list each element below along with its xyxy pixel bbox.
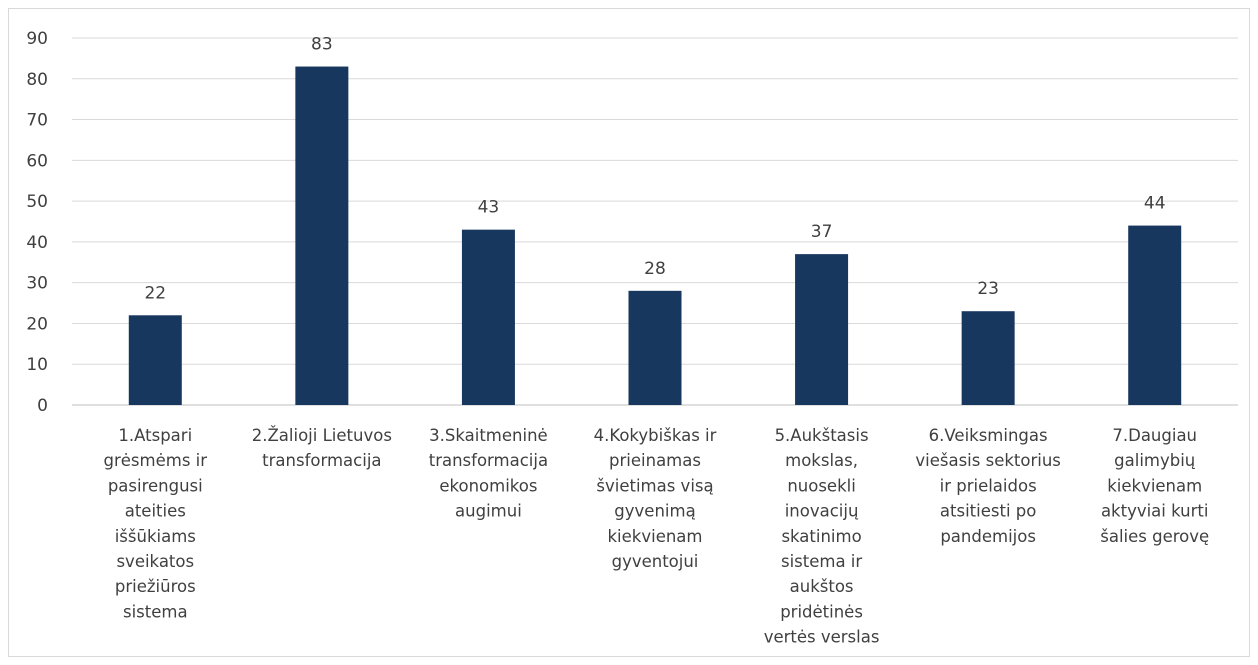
x-tick-label: 1.Atspari grėsmėms ir pasirengusi ateities i… bbox=[104, 426, 208, 621]
x-tick-label: 5.Aukštasis mokslas, nuosekli inovacijų skat… bbox=[764, 426, 880, 647]
x-tick-label: 6.Veiksmingas viešasis sektorius ir priela… bbox=[915, 426, 1061, 546]
y-tick-label: 60 bbox=[26, 151, 48, 171]
data-label: 37 bbox=[811, 222, 833, 242]
y-tick-label: 20 bbox=[26, 314, 48, 334]
bar bbox=[1128, 225, 1182, 405]
bar bbox=[461, 229, 515, 405]
x-tick-label: 4.Kokybiškas ir prieinamas švietimas visą g… bbox=[594, 426, 717, 571]
data-label: 22 bbox=[144, 283, 166, 303]
y-tick-label: 40 bbox=[26, 233, 48, 253]
y-tick-label: 90 bbox=[26, 29, 48, 49]
bar bbox=[961, 311, 1015, 405]
y-tick-label: 70 bbox=[26, 111, 48, 131]
data-label: 83 bbox=[311, 35, 333, 55]
y-tick-label: 0 bbox=[37, 396, 48, 416]
bar bbox=[795, 254, 849, 405]
y-tick-label: 80 bbox=[26, 70, 48, 90]
y-tick-label: 10 bbox=[26, 355, 48, 375]
bar bbox=[128, 315, 182, 405]
bar bbox=[628, 290, 682, 405]
data-label: 23 bbox=[977, 279, 999, 299]
bar bbox=[295, 66, 349, 406]
data-label: 44 bbox=[1144, 194, 1166, 214]
x-tick-label: 2.Žalioji Lietuvos transformacija bbox=[252, 426, 392, 470]
x-tick-label: 3.Skaitmeninė transformacija ekonomikos aug… bbox=[429, 426, 548, 521]
y-tick-label: 50 bbox=[26, 192, 48, 212]
x-tick-label: 7.Daugiau galimybių kiekvienam aktyviai kur… bbox=[1100, 426, 1209, 546]
y-tick-label: 30 bbox=[26, 274, 48, 294]
data-label: 43 bbox=[478, 198, 500, 218]
data-label: 28 bbox=[644, 259, 666, 279]
